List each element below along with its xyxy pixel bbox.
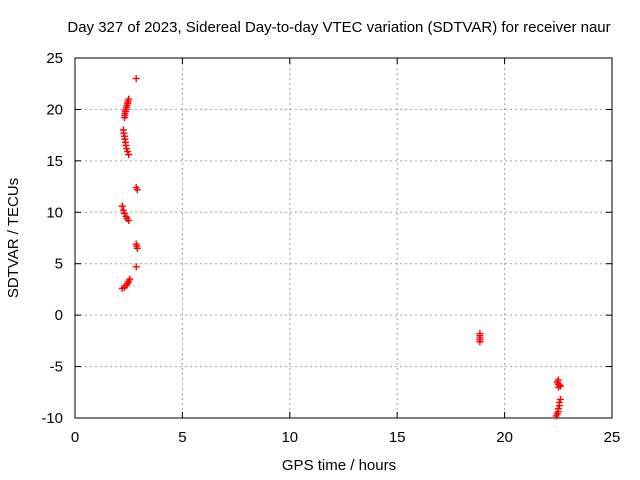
data-point: [554, 383, 562, 391]
x-tick-label: 15: [389, 429, 406, 446]
data-point: [555, 402, 563, 410]
data-point: [125, 217, 133, 225]
plot-background: [75, 58, 612, 418]
x-tick-label: 5: [178, 429, 186, 446]
x-axis-label: GPS time / hours: [282, 457, 396, 474]
data-point: [133, 186, 141, 194]
plot-frame: [74, 57, 613, 419]
data-point: [124, 148, 132, 156]
data-point: [120, 114, 128, 122]
data-point: [132, 75, 140, 83]
data-point: [133, 244, 141, 252]
data-point: [476, 338, 484, 346]
y-tick-label: 15: [46, 153, 63, 170]
x-tick-labels: 0 5 10 15 20 25: [71, 429, 621, 446]
data-point: [120, 209, 128, 217]
data-point: [118, 284, 126, 292]
data-point: [125, 151, 133, 159]
y-tick-label: 25: [46, 50, 63, 67]
chart-title: Day 327 of 2023, Sidereal Day-to-day VTE…: [67, 19, 610, 36]
y-tick-label: 10: [46, 204, 63, 221]
x-tick-label: 25: [604, 429, 621, 446]
y-tick-label: 5: [55, 256, 63, 273]
y-tick-labels: -10 -5 0 5 10 15 20 25: [41, 50, 63, 427]
grid-lines: [75, 58, 612, 418]
y-axis-label: SDTVAR / TECUs: [5, 178, 22, 298]
y-tick-label: -5: [50, 359, 63, 376]
data-point: [132, 263, 140, 271]
x-tick-label: 0: [71, 429, 79, 446]
data-points: [118, 75, 564, 420]
y-tick-label: 0: [55, 307, 63, 324]
axis-ticks: [74, 57, 613, 419]
x-tick-label: 10: [281, 429, 298, 446]
data-point: [119, 206, 127, 214]
y-tick-label: -10: [41, 410, 63, 427]
data-point: [118, 202, 126, 210]
x-tick-label: 20: [496, 429, 513, 446]
data-point: [552, 412, 560, 420]
data-point: [123, 145, 131, 153]
data-point: [556, 395, 564, 403]
y-tick-label: 20: [46, 101, 63, 118]
